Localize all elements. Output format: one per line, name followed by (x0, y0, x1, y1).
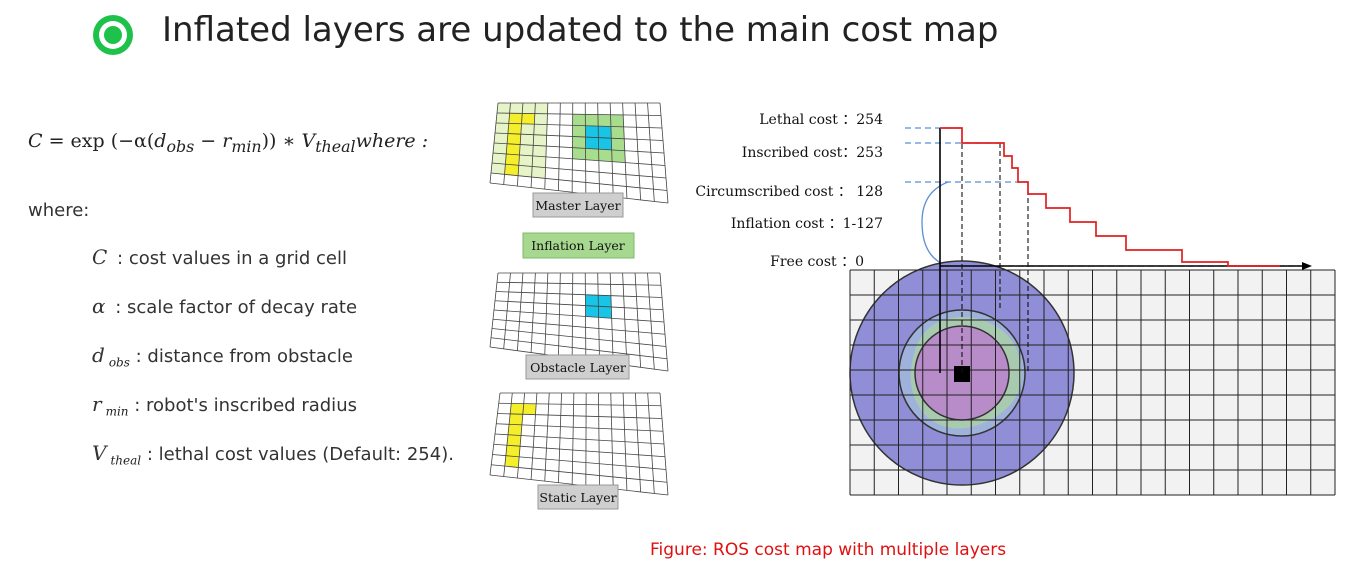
grid-cell (493, 143, 508, 154)
grid-cell (598, 126, 612, 139)
obstacle-layer-tag (525, 354, 630, 380)
definition-item: d obs : distance from obstacle (92, 343, 353, 370)
grid-cell (572, 147, 586, 160)
grid-cell (610, 114, 624, 127)
grid-cell (533, 124, 548, 136)
grid-cell (598, 149, 613, 162)
definition-item: r min : robot's inscribed radius (92, 392, 357, 419)
grid-cell (585, 125, 599, 138)
master-layer-tag (532, 192, 624, 218)
grid-cell (532, 145, 547, 157)
inflation-layer-label: Inflation Layer (531, 238, 625, 253)
grid-cell (497, 103, 511, 114)
circumscribed-cost-label: Circumscribed cost ： 128 (695, 184, 883, 200)
robot-center-marker (954, 366, 970, 382)
definition-item: C : cost values in a grid cell (92, 245, 347, 269)
static-layer-grid (489, 392, 669, 496)
grid-cell (598, 137, 612, 150)
static-layer-tag (537, 484, 619, 510)
grid-cell (598, 306, 612, 319)
static-layer-label: Static Layer (539, 490, 616, 505)
inflation-range-brace (921, 181, 949, 267)
grid-cell (519, 144, 534, 156)
cost-step-curve (940, 127, 1280, 267)
inflation-cost-label: Inflation cost ：1-127 (731, 216, 883, 232)
grid-cell (572, 114, 586, 126)
grid-cell (611, 149, 626, 163)
grid-cell (611, 138, 625, 151)
bullet-icon (93, 15, 133, 55)
grid-cell (507, 133, 521, 145)
grid-cell (521, 113, 535, 125)
inflation-layer-tag (522, 232, 635, 259)
obstacle-layer-grid (489, 272, 669, 372)
grid-cell (506, 434, 521, 447)
grid-cell (610, 126, 625, 139)
grid-cell (507, 123, 522, 135)
layer-stack-diagram: Master Layer Inflation Layer Obstacle La… (489, 102, 669, 510)
grid-cell (508, 424, 522, 436)
definition-item: α : scale factor of decay rate (92, 294, 358, 318)
grid-cell (520, 134, 534, 146)
grid-cell (509, 103, 523, 114)
grid-cell (572, 136, 586, 149)
grid-cell (598, 295, 612, 307)
grid-cell (492, 153, 507, 165)
grid-cell (496, 113, 510, 124)
cost-grid (849, 269, 1336, 496)
grid-cell (533, 134, 547, 147)
grid-cell (504, 164, 519, 176)
grid-cell (504, 455, 520, 468)
grid-cell (585, 148, 599, 161)
grid-cell (518, 165, 533, 178)
figure-caption: Figure: ROS cost map with multiple layer… (650, 540, 1007, 560)
master-layer-grid (489, 102, 669, 204)
grid-cell (505, 445, 521, 457)
obstacle-layer-label: Obstacle Layer (530, 360, 626, 375)
grid-cell (597, 114, 611, 127)
grid-cell (531, 166, 546, 179)
grid-cell (520, 123, 535, 135)
grid-cell (585, 294, 599, 307)
grid-cell (495, 123, 509, 134)
slide-heading: Inflated layers are updated to the main … (162, 10, 999, 50)
inscribed-cost-label: Inscribed cost：253 (742, 145, 883, 161)
grid-cell (509, 413, 523, 425)
free-cost-label: Free cost ：0 (770, 254, 864, 270)
grid-cell (494, 133, 508, 144)
grid-cell (491, 163, 506, 175)
grid-cell (508, 113, 523, 124)
lethal-cost-label: Lethal cost ：254 (759, 112, 883, 128)
grid-cell (505, 153, 520, 166)
grid-cell (518, 154, 533, 167)
cost-map-diagram: Lethal cost ：254 Inscribed cost：253 Circ… (695, 112, 1336, 496)
cost-formula: C = exp (−α(dobs − rmin)) ∗ Vthealwhere … (28, 130, 429, 156)
definition-list: C : cost values in a grid cell α : scale… (92, 245, 454, 490)
grid-cell (532, 155, 546, 168)
grid-cell (534, 103, 548, 114)
grid-cell (572, 125, 586, 138)
grid-cell (506, 143, 521, 155)
grid-cell (585, 305, 599, 318)
grid-cell (510, 403, 524, 415)
master-layer-label: Master Layer (535, 198, 620, 213)
grid-cell (585, 114, 599, 127)
axis-arrowhead (1302, 262, 1312, 270)
where-label: where: (28, 200, 90, 221)
grid-cell (522, 403, 537, 415)
grid-cell (534, 113, 548, 125)
grid-cell (585, 137, 599, 150)
grid-cell (522, 103, 536, 114)
